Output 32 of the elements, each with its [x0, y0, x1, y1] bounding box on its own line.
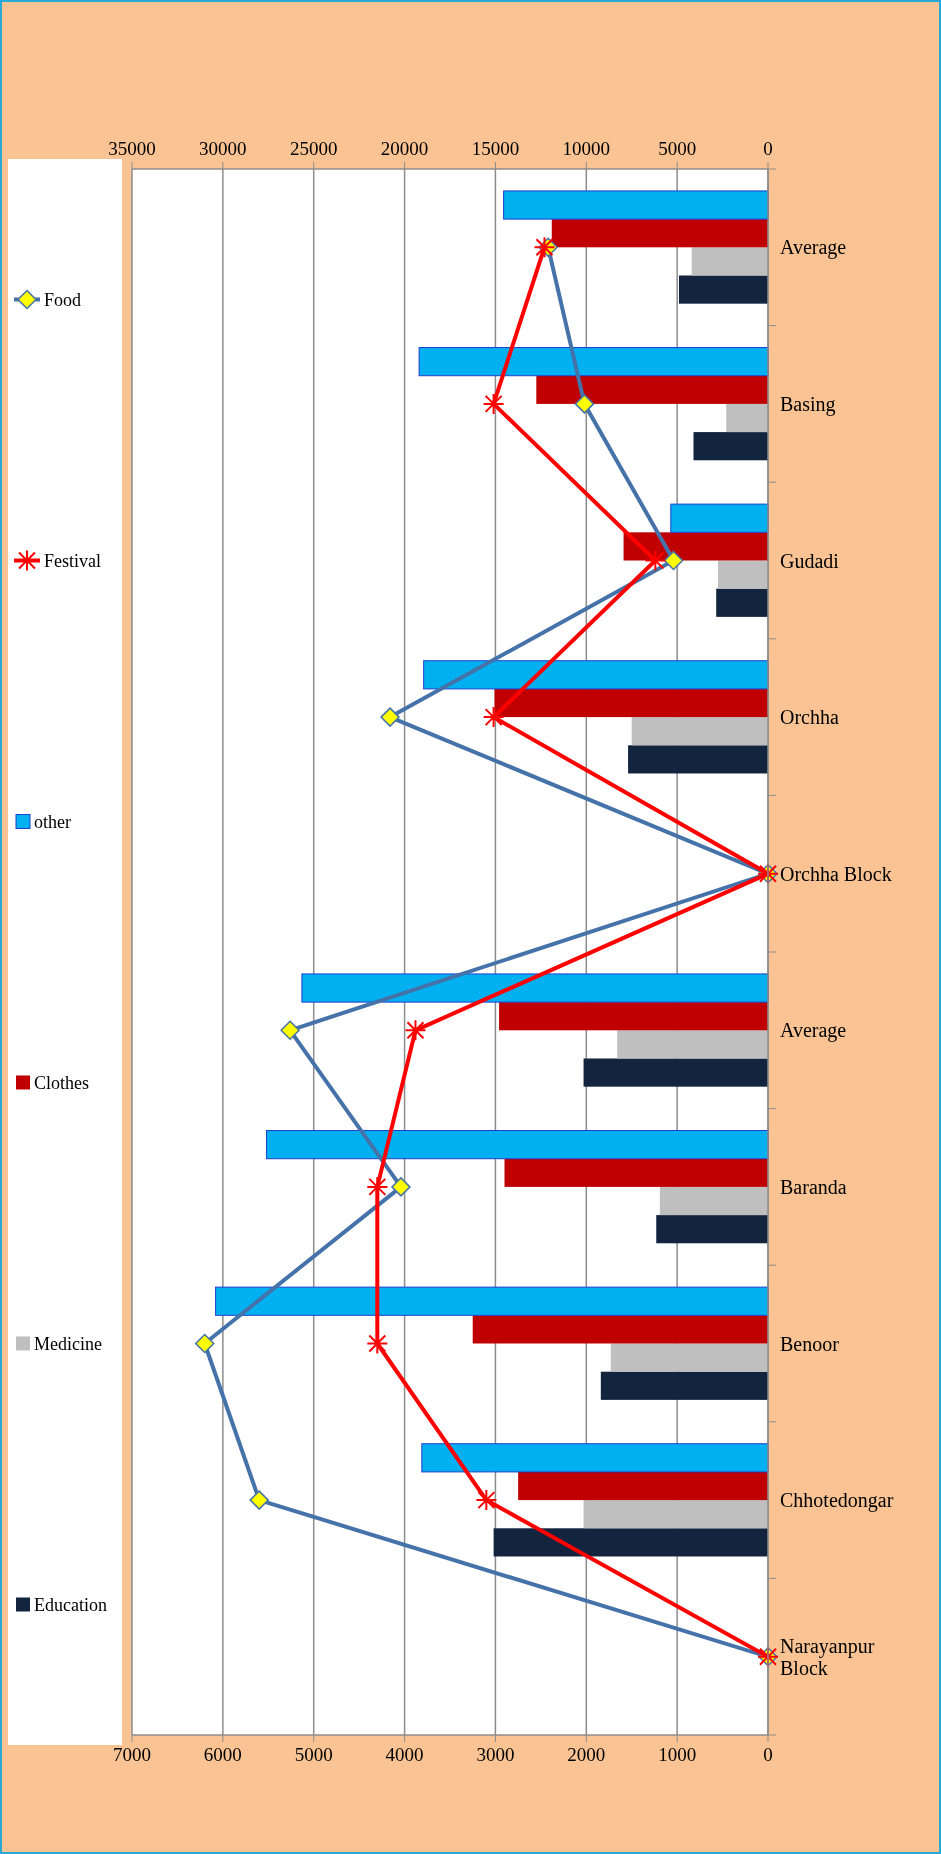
- y-tick-label: Average: [780, 1019, 847, 1043]
- legend-label: Clothes: [34, 1072, 90, 1093]
- y-tick-label: Orchha Block: [780, 862, 892, 885]
- y-tick-label: Narayanpur Block: [780, 1634, 875, 1679]
- y-tick-label: Benoor: [780, 1332, 840, 1355]
- legend-label: other: [34, 811, 71, 832]
- y-tick-label: Baranda: [780, 1175, 847, 1198]
- y-tick-label: Chhotedongar: [780, 1489, 894, 1513]
- x-tick-label: 3000: [476, 1744, 515, 1765]
- x2-tick-label: 15000: [471, 138, 520, 159]
- x-tick-label: 1000: [658, 1744, 697, 1765]
- x2-tick-label: 20000: [380, 138, 429, 159]
- x2-tick-label: 35000: [108, 138, 156, 159]
- y-tick-label: Gudadi: [780, 549, 840, 572]
- x-tick-label: 6000: [203, 1744, 242, 1765]
- x-tick-label: 5000: [294, 1744, 333, 1765]
- y-tick-label: Basing: [780, 392, 836, 416]
- legend-label: Festival: [44, 550, 101, 571]
- legend-label: Medicine: [34, 1333, 102, 1354]
- y-tick-label: Average: [780, 236, 847, 260]
- x2-tick-label: 25000: [289, 138, 338, 159]
- x-tick-label: 0: [763, 1744, 773, 1765]
- x2-tick-label: 30000: [199, 138, 247, 159]
- x-tick-label: 7000: [113, 1744, 151, 1765]
- x2-tick-label: 0: [763, 138, 773, 159]
- legend-label: Education: [34, 1594, 107, 1615]
- x2-tick-label: 5000: [658, 138, 697, 159]
- x-tick-label: 2000: [567, 1744, 606, 1765]
- y-tick-label: Orchha: [780, 706, 839, 729]
- legend-label: Food: [44, 289, 82, 310]
- x2-tick-label: 10000: [562, 138, 611, 159]
- x-tick-label: 4000: [385, 1744, 424, 1765]
